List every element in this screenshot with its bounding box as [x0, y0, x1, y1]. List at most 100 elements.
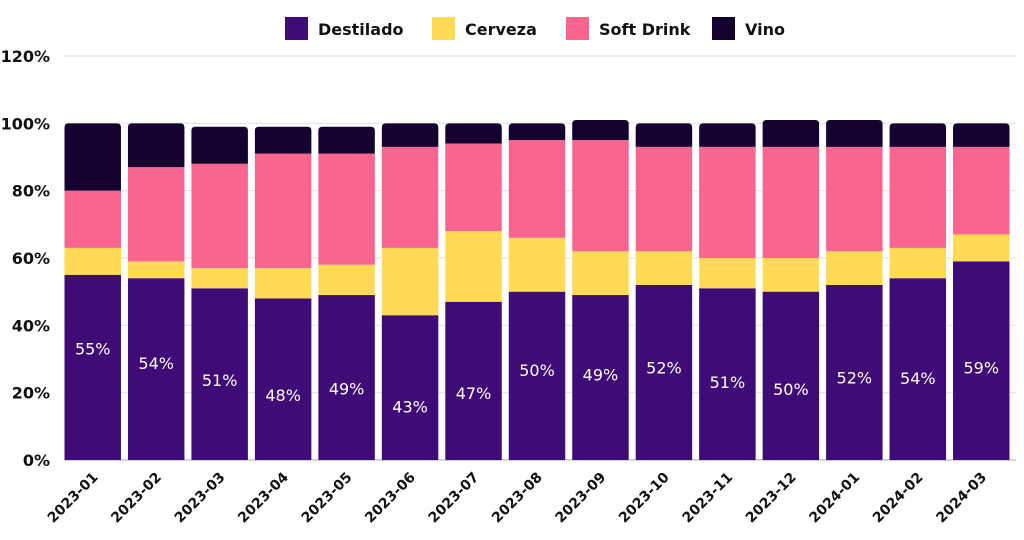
data-label: 50%	[773, 380, 809, 399]
legend-item-vino[interactable]: Vino	[712, 17, 785, 40]
legend-item-destilado[interactable]: Destilado	[285, 17, 404, 40]
bar-segment-soft-drink[interactable]	[953, 146, 1010, 235]
x-axis: 2023-01 2023-02 2023-03 2023-04 2023-05 2023-…	[45, 469, 990, 526]
bar-group-2023-04[interactable]	[254, 126, 312, 460]
bar-group-2024-01[interactable]	[826, 119, 883, 460]
bar-segment-soft-drink[interactable]	[826, 146, 883, 252]
bar-segment-cerveza[interactable]	[191, 268, 248, 289]
bar-segment-soft-drink[interactable]	[318, 153, 375, 265]
bar-group-2023-03[interactable]	[191, 126, 248, 460]
bar-segment-vino[interactable]	[508, 123, 566, 141]
bar-segment-destilado[interactable]	[699, 288, 756, 460]
bar-segment-cerveza[interactable]	[127, 261, 185, 279]
bar-segment-destilado[interactable]	[318, 295, 375, 460]
bar-group-2023-09[interactable]	[572, 119, 629, 460]
bar-segment-cerveza[interactable]	[635, 251, 693, 285]
bar-segment-cerveza[interactable]	[508, 237, 566, 292]
bar-segment-vino[interactable]	[762, 119, 820, 147]
bar-group-2023-06[interactable]	[381, 123, 439, 460]
bar-segment-destilado[interactable]	[635, 284, 693, 460]
legend: Destilado Cerveza Soft Drink Vino	[285, 17, 785, 40]
bar-segment-cerveza[interactable]	[445, 231, 502, 302]
legend-swatch	[432, 17, 455, 40]
y-tick-label: 60%	[12, 249, 50, 268]
bar-segment-cerveza[interactable]	[572, 251, 629, 296]
bar-segment-vino[interactable]	[826, 119, 883, 147]
y-tick-label: 100%	[1, 114, 50, 133]
bar-segment-cerveza[interactable]	[254, 268, 312, 299]
bar-segment-cerveza[interactable]	[889, 247, 947, 279]
bar-segment-destilado[interactable]	[191, 288, 248, 460]
bars	[64, 119, 1010, 460]
data-label: 43%	[392, 398, 428, 417]
bar-segment-vino[interactable]	[889, 123, 947, 147]
legend-label: Cerveza	[465, 20, 537, 39]
data-labels: 55% 54% 51% 48% 49% 43% 47% 50% 49% 52% 51% 50% 52% 5…	[75, 339, 999, 416]
bar-segment-soft-drink[interactable]	[254, 153, 312, 269]
bar-segment-destilado[interactable]	[508, 291, 566, 460]
bar-segment-cerveza[interactable]	[381, 247, 439, 316]
bar-segment-cerveza[interactable]	[762, 258, 820, 292]
bar-segment-soft-drink[interactable]	[635, 146, 693, 252]
x-tick-label: 2023-04	[235, 469, 292, 526]
bar-segment-soft-drink[interactable]	[381, 146, 439, 248]
bar-group-2023-11[interactable]	[699, 123, 756, 460]
bar-segment-destilado[interactable]	[953, 261, 1010, 460]
bar-segment-destilado[interactable]	[445, 301, 502, 460]
bar-segment-destilado[interactable]	[64, 274, 121, 460]
bar-segment-destilado[interactable]	[381, 315, 439, 460]
data-label: 49%	[583, 366, 619, 385]
bar-segment-soft-drink[interactable]	[127, 167, 185, 262]
bar-segment-cerveza[interactable]	[318, 264, 375, 296]
bar-segment-soft-drink[interactable]	[889, 146, 947, 248]
bar-segment-soft-drink[interactable]	[191, 163, 248, 269]
bar-segment-vino[interactable]	[254, 126, 312, 154]
bar-segment-soft-drink[interactable]	[762, 146, 820, 258]
bar-group-2023-05[interactable]	[318, 126, 375, 460]
bar-group-2023-07[interactable]	[445, 123, 502, 460]
data-label: 50%	[519, 361, 555, 380]
bar-group-2024-02[interactable]	[889, 123, 947, 460]
bar-segment-destilado[interactable]	[762, 291, 820, 460]
data-label: 49%	[329, 380, 365, 399]
bar-segment-vino[interactable]	[318, 126, 375, 154]
bar-segment-destilado[interactable]	[889, 278, 947, 460]
bar-segment-vino[interactable]	[572, 119, 629, 141]
bar-segment-vino[interactable]	[953, 123, 1010, 147]
bar-segment-cerveza[interactable]	[64, 247, 121, 275]
bar-segment-vino[interactable]	[381, 123, 439, 147]
bar-group-2023-08[interactable]	[508, 123, 566, 460]
bar-segment-soft-drink[interactable]	[572, 140, 629, 252]
data-label: 55%	[75, 339, 111, 358]
bar-group-2023-01[interactable]	[64, 123, 121, 460]
bar-segment-soft-drink[interactable]	[508, 140, 566, 238]
bar-segment-vino[interactable]	[64, 123, 121, 191]
bar-segment-vino[interactable]	[445, 123, 502, 144]
legend-item-soft-drink[interactable]: Soft Drink	[566, 17, 691, 40]
bar-segment-destilado[interactable]	[826, 284, 883, 460]
bar-group-2023-12[interactable]	[762, 119, 820, 460]
bar-segment-destilado[interactable]	[572, 295, 629, 460]
data-label: 52%	[646, 358, 682, 377]
bar-segment-cerveza[interactable]	[826, 251, 883, 285]
bar-segment-destilado[interactable]	[254, 298, 312, 460]
x-tick-label: 2023-06	[362, 470, 419, 527]
data-label: 47%	[456, 384, 492, 403]
bar-segment-soft-drink[interactable]	[445, 143, 502, 232]
bar-segment-vino[interactable]	[191, 126, 248, 164]
bar-segment-cerveza[interactable]	[699, 258, 756, 289]
bar-segment-vino[interactable]	[127, 123, 185, 168]
x-tick-label: 2023-10	[616, 469, 673, 526]
bar-group-2023-10[interactable]	[635, 123, 693, 460]
bar-segment-destilado[interactable]	[127, 278, 185, 460]
bar-segment-vino[interactable]	[699, 123, 756, 147]
legend-label: Vino	[745, 20, 785, 39]
legend-item-cerveza[interactable]: Cerveza	[432, 17, 537, 40]
bar-segment-vino[interactable]	[635, 123, 693, 147]
bar-segment-soft-drink[interactable]	[699, 146, 756, 258]
bar-segment-cerveza[interactable]	[953, 234, 1010, 262]
x-tick-label: 2024-01	[806, 470, 863, 527]
bar-group-2023-02[interactable]	[127, 123, 185, 460]
bar-group-2024-03[interactable]	[953, 123, 1010, 460]
bar-segment-soft-drink[interactable]	[64, 190, 121, 248]
